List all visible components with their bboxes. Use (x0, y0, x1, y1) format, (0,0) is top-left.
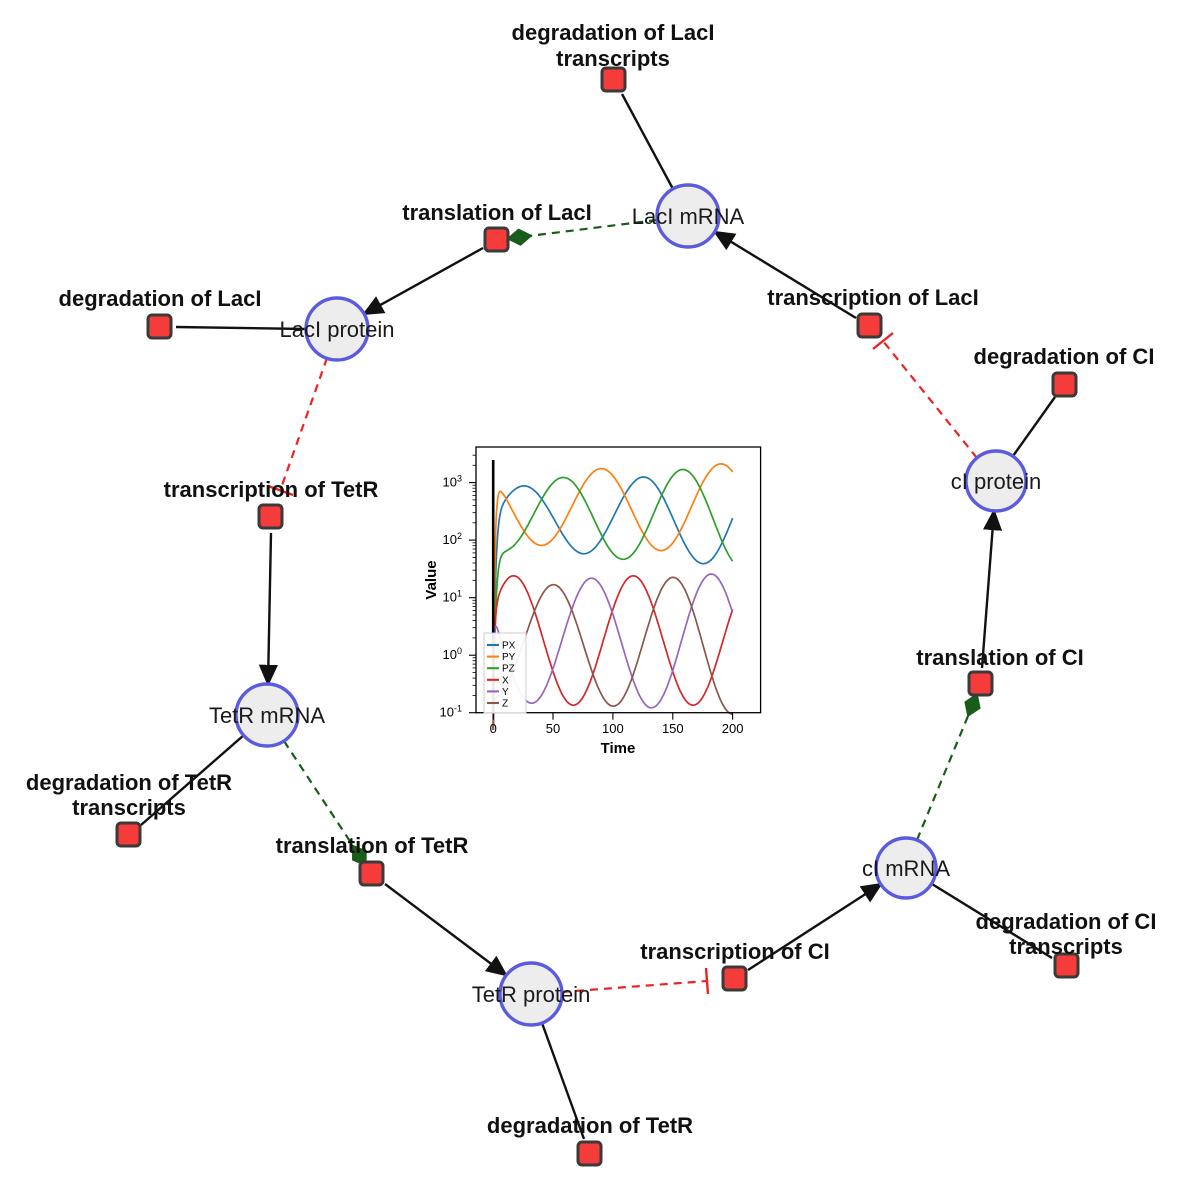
svg-text:50: 50 (546, 721, 560, 736)
svg-text:PY: PY (502, 652, 516, 663)
svg-text:Time: Time (601, 740, 636, 757)
svg-text:Z: Z (502, 699, 508, 710)
svg-text:100: 100 (602, 721, 624, 736)
svg-text:cI protein: cI protein (951, 469, 1042, 494)
svg-text:200: 200 (722, 721, 744, 736)
svg-text:100: 100 (443, 646, 462, 662)
svg-text:transcripts: transcripts (556, 46, 670, 71)
svg-text:degradation of TetR: degradation of TetR (26, 770, 232, 795)
svg-text:TetR mRNA: TetR mRNA (209, 703, 325, 728)
svg-text:103: 103 (443, 474, 462, 490)
svg-text:Y: Y (502, 687, 509, 698)
svg-text:translation of LacI: translation of LacI (402, 200, 591, 225)
svg-text:LacI protein: LacI protein (280, 317, 395, 342)
svg-text:101: 101 (443, 589, 462, 605)
svg-text:X: X (502, 675, 509, 686)
svg-text:degradation of LacI: degradation of LacI (59, 286, 262, 311)
svg-text:cI mRNA: cI mRNA (862, 856, 950, 881)
svg-text:degradation of CI: degradation of CI (974, 344, 1155, 369)
svg-text:102: 102 (443, 531, 462, 547)
svg-text:0: 0 (490, 721, 497, 736)
svg-text:translation of CI: translation of CI (916, 645, 1083, 670)
svg-text:PZ: PZ (502, 664, 515, 675)
svg-text:150: 150 (662, 721, 684, 736)
svg-text:degradation of CI: degradation of CI (976, 909, 1157, 934)
svg-text:transcription of LacI: transcription of LacI (767, 285, 978, 310)
svg-text:transcription of TetR: transcription of TetR (164, 477, 379, 502)
svg-text:transcription of CI: transcription of CI (640, 939, 829, 964)
svg-text:Value: Value (423, 560, 440, 599)
svg-text:translation of TetR: translation of TetR (276, 833, 469, 858)
svg-text:10-1: 10-1 (440, 704, 462, 720)
svg-text:transcripts: transcripts (72, 795, 186, 820)
svg-text:LacI mRNA: LacI mRNA (632, 204, 745, 229)
svg-text:degradation of TetR: degradation of TetR (487, 1113, 693, 1138)
svg-text:PX: PX (502, 641, 516, 652)
svg-text:degradation of LacI: degradation of LacI (512, 20, 715, 45)
svg-text:transcripts: transcripts (1009, 934, 1123, 959)
svg-text:TetR protein: TetR protein (472, 982, 591, 1007)
